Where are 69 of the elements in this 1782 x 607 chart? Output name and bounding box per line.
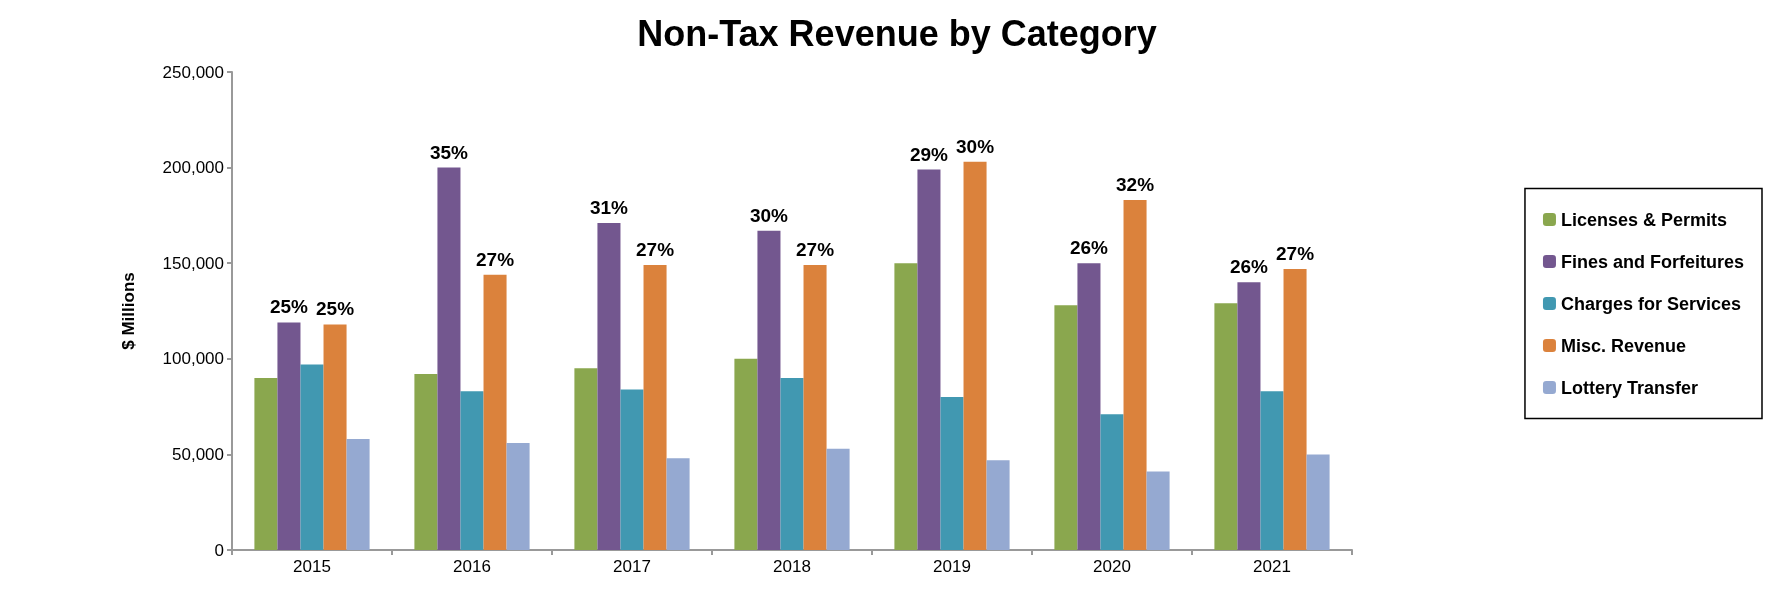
annotation: 31% (589, 197, 629, 219)
legend-label: Lottery Transfer (1560, 377, 1699, 398)
annotation: 30% (956, 135, 995, 157)
bar (1123, 200, 1147, 550)
y-tick-label: 150,000 (162, 253, 224, 273)
y-tick-label: 250,000 (162, 62, 224, 82)
x-tick-label: 2018 (773, 557, 811, 576)
y-tick-label: 100,000 (162, 349, 224, 369)
annotation: 26% (1229, 256, 1269, 278)
bar (757, 230, 781, 550)
legend-label: Fines and Forfeitures (1560, 251, 1745, 272)
bar (620, 389, 644, 550)
bar (574, 368, 598, 550)
bar (506, 442, 530, 550)
bar (254, 377, 278, 550)
annotation: 27% (796, 239, 835, 261)
bar (597, 223, 621, 550)
bar (894, 263, 918, 550)
bar (666, 458, 690, 550)
x-tick-label: 2015 (293, 557, 331, 576)
x-tick-label: 2017 (613, 557, 651, 576)
bar (826, 448, 850, 550)
bar (1146, 471, 1170, 550)
bar (483, 274, 507, 550)
y-axis-title: $ Millions (119, 272, 138, 350)
annotation: 35% (429, 141, 469, 163)
bar (963, 161, 987, 550)
annotation: 26% (1069, 237, 1109, 259)
bar (734, 358, 758, 550)
bar (780, 377, 804, 550)
bar (1214, 303, 1238, 550)
bar (643, 265, 667, 550)
bar (1283, 268, 1307, 550)
x-tick-label: 2016 (453, 557, 491, 576)
bar (300, 364, 324, 550)
bar (940, 397, 964, 550)
bar (1306, 454, 1330, 550)
y-tick-label: 0 (214, 540, 224, 560)
bar (437, 167, 461, 550)
annotation: 25% (269, 296, 309, 318)
annotation: 25% (316, 298, 355, 320)
bar (323, 324, 347, 550)
bar (1054, 305, 1078, 550)
y-tick-label: 50,000 (172, 444, 224, 464)
annotation: 27% (636, 239, 675, 261)
annotation: 27% (1276, 242, 1315, 264)
bar (277, 322, 301, 550)
bar (414, 374, 438, 550)
annotation: 27% (476, 248, 515, 270)
annotation: 29% (909, 143, 949, 165)
legend-label: Licenses & Permits (1560, 209, 1728, 230)
annotation: 30% (749, 204, 789, 226)
bar (1077, 263, 1101, 550)
bar (917, 169, 941, 550)
annotation: 32% (1116, 174, 1155, 196)
bar (1260, 391, 1284, 550)
x-tick-label: 2019 (933, 557, 971, 576)
bar (346, 439, 370, 550)
bar (460, 391, 484, 550)
bar (986, 460, 1010, 550)
bar (803, 265, 827, 550)
bar (1100, 414, 1124, 550)
bar (1237, 282, 1261, 550)
legend-label: Misc. Revenue (1560, 335, 1687, 356)
x-tick-label: 2020 (1093, 557, 1131, 576)
chart-title: Non-Tax Revenue by Category (637, 12, 1157, 54)
x-tick-label: 2021 (1253, 557, 1291, 576)
legend-label: Charges for Services (1560, 293, 1742, 314)
y-tick-label: 200,000 (162, 158, 224, 178)
